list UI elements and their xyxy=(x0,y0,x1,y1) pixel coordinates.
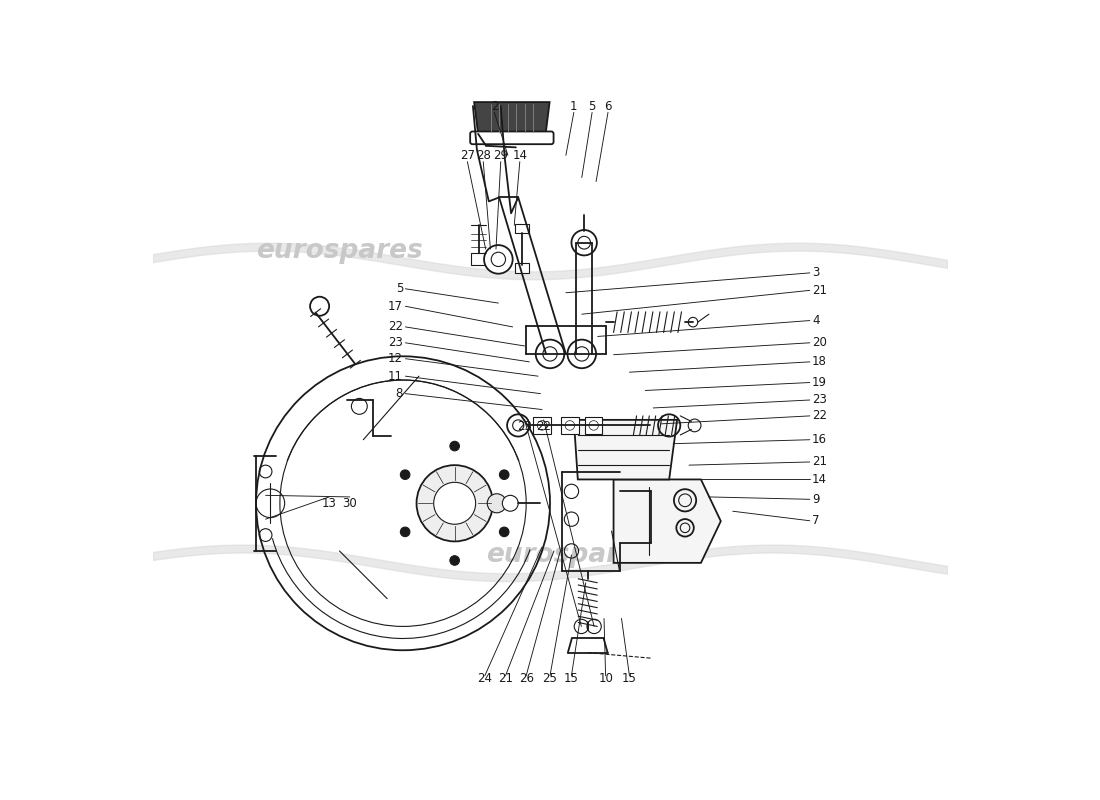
FancyBboxPatch shape xyxy=(515,224,529,233)
Text: eurospares: eurospares xyxy=(486,542,653,568)
Text: 23: 23 xyxy=(812,394,827,406)
Text: 5: 5 xyxy=(588,99,596,113)
Text: 22: 22 xyxy=(388,321,403,334)
Text: 17: 17 xyxy=(388,300,403,313)
Polygon shape xyxy=(574,420,678,479)
Circle shape xyxy=(689,419,701,432)
Text: 14: 14 xyxy=(812,473,827,486)
Circle shape xyxy=(484,245,513,274)
FancyBboxPatch shape xyxy=(515,263,529,273)
Text: 24: 24 xyxy=(477,672,493,685)
Text: 22: 22 xyxy=(536,420,551,433)
FancyBboxPatch shape xyxy=(534,417,551,434)
Circle shape xyxy=(433,482,475,524)
Text: 20: 20 xyxy=(812,336,827,350)
FancyBboxPatch shape xyxy=(471,253,486,265)
FancyBboxPatch shape xyxy=(585,417,603,434)
Text: 22: 22 xyxy=(812,410,827,422)
Text: 14: 14 xyxy=(513,149,527,162)
Circle shape xyxy=(310,297,329,316)
Text: 19: 19 xyxy=(812,376,827,389)
Circle shape xyxy=(400,470,410,479)
Text: 26: 26 xyxy=(519,672,534,685)
Polygon shape xyxy=(614,479,720,563)
Text: 28: 28 xyxy=(476,149,491,162)
Text: 27: 27 xyxy=(460,149,475,162)
Circle shape xyxy=(503,495,518,511)
Text: 21: 21 xyxy=(498,672,513,685)
Text: 23: 23 xyxy=(388,336,403,350)
Text: 4: 4 xyxy=(812,314,820,327)
Text: 21: 21 xyxy=(812,284,827,297)
Text: 7: 7 xyxy=(812,514,820,527)
Circle shape xyxy=(499,527,509,537)
Text: 11: 11 xyxy=(388,370,403,382)
Text: 8: 8 xyxy=(396,387,403,400)
Text: 23: 23 xyxy=(517,420,532,433)
Text: 21: 21 xyxy=(812,455,827,469)
Text: 5: 5 xyxy=(396,282,403,295)
Circle shape xyxy=(450,556,460,566)
Circle shape xyxy=(572,230,597,255)
Text: 15: 15 xyxy=(564,672,579,685)
Circle shape xyxy=(689,318,697,327)
Circle shape xyxy=(499,470,509,479)
FancyBboxPatch shape xyxy=(561,417,579,434)
Circle shape xyxy=(450,442,460,451)
Text: 6: 6 xyxy=(604,99,612,113)
Text: 15: 15 xyxy=(621,672,637,685)
Text: 9: 9 xyxy=(812,493,820,506)
Text: 10: 10 xyxy=(598,672,613,685)
Text: 25: 25 xyxy=(542,672,558,685)
Text: eurospares: eurospares xyxy=(256,238,422,264)
Text: 16: 16 xyxy=(812,434,827,446)
Circle shape xyxy=(417,465,493,542)
Polygon shape xyxy=(474,102,550,134)
Text: 12: 12 xyxy=(388,352,403,365)
FancyBboxPatch shape xyxy=(470,131,553,144)
Circle shape xyxy=(400,527,410,537)
Text: 2: 2 xyxy=(491,99,498,113)
Circle shape xyxy=(487,494,506,513)
Text: 18: 18 xyxy=(812,355,827,368)
Text: 30: 30 xyxy=(342,497,358,510)
Text: 3: 3 xyxy=(812,266,820,279)
Text: 29: 29 xyxy=(493,149,508,162)
Circle shape xyxy=(536,340,564,368)
Text: 1: 1 xyxy=(570,99,578,113)
Text: 13: 13 xyxy=(321,497,337,510)
Circle shape xyxy=(568,340,596,368)
